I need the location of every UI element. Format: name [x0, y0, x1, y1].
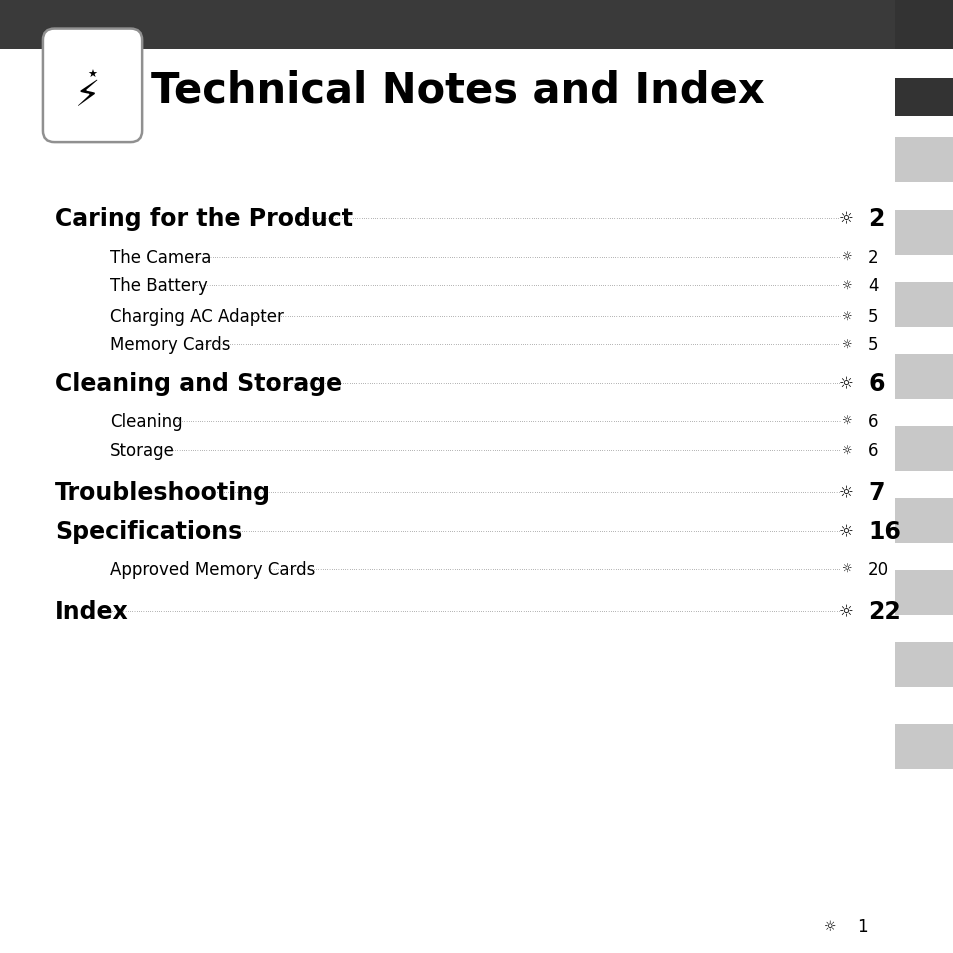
Text: ☼: ☼ — [841, 562, 850, 576]
Bar — [894, 498, 953, 543]
Bar — [894, 642, 953, 687]
Text: The Battery: The Battery — [110, 277, 207, 294]
Text: ☼: ☼ — [841, 310, 850, 323]
Text: 1: 1 — [856, 918, 866, 935]
Bar — [894, 724, 953, 769]
Bar — [894, 283, 953, 328]
Text: 6: 6 — [867, 413, 878, 430]
Text: ☼: ☼ — [838, 375, 853, 393]
Bar — [894, 427, 953, 472]
Text: ☼: ☼ — [841, 415, 850, 428]
Text: 2: 2 — [867, 249, 878, 266]
Bar — [0, 0, 953, 50]
Text: Cleaning: Cleaning — [110, 413, 182, 430]
Text: ☼: ☼ — [838, 603, 853, 620]
Bar — [894, 79, 953, 117]
Text: 22: 22 — [867, 599, 900, 624]
Text: 7: 7 — [867, 480, 883, 505]
Bar — [894, 138, 953, 183]
Text: Index: Index — [55, 599, 129, 624]
Text: 20: 20 — [867, 560, 888, 578]
Text: Storage: Storage — [110, 442, 174, 459]
FancyBboxPatch shape — [43, 30, 142, 143]
Bar — [894, 355, 953, 399]
Text: The Camera: The Camera — [110, 249, 211, 266]
Text: 5: 5 — [867, 336, 878, 354]
Text: ☼: ☼ — [841, 279, 850, 293]
Text: ☼: ☼ — [841, 444, 850, 457]
Text: Charging AC Adapter: Charging AC Adapter — [110, 308, 283, 325]
Text: 4: 4 — [867, 277, 878, 294]
Text: 5: 5 — [867, 308, 878, 325]
Text: 16: 16 — [867, 519, 900, 544]
Text: Specifications: Specifications — [55, 519, 242, 544]
Text: ☼: ☼ — [838, 523, 853, 540]
Text: Memory Cards: Memory Cards — [110, 336, 230, 354]
Text: ☼: ☼ — [838, 484, 853, 501]
Text: ☼: ☼ — [822, 920, 836, 933]
Text: Approved Memory Cards: Approved Memory Cards — [110, 560, 314, 578]
Text: ☼: ☼ — [841, 251, 850, 264]
Text: 2: 2 — [867, 207, 883, 232]
Text: ☼: ☼ — [838, 211, 853, 228]
Bar — [894, 571, 953, 616]
Text: Cleaning and Storage: Cleaning and Storage — [55, 372, 342, 396]
Bar — [894, 0, 953, 50]
Text: Troubleshooting: Troubleshooting — [55, 480, 271, 505]
Text: ⚡: ⚡ — [75, 79, 100, 112]
Text: Caring for the Product: Caring for the Product — [55, 207, 353, 232]
Text: ★: ★ — [88, 70, 97, 80]
Bar — [894, 211, 953, 255]
Text: ☼: ☼ — [841, 338, 850, 352]
Text: Technical Notes and Index: Technical Notes and Index — [151, 70, 763, 112]
Text: 6: 6 — [867, 442, 878, 459]
Text: 6: 6 — [867, 372, 883, 396]
